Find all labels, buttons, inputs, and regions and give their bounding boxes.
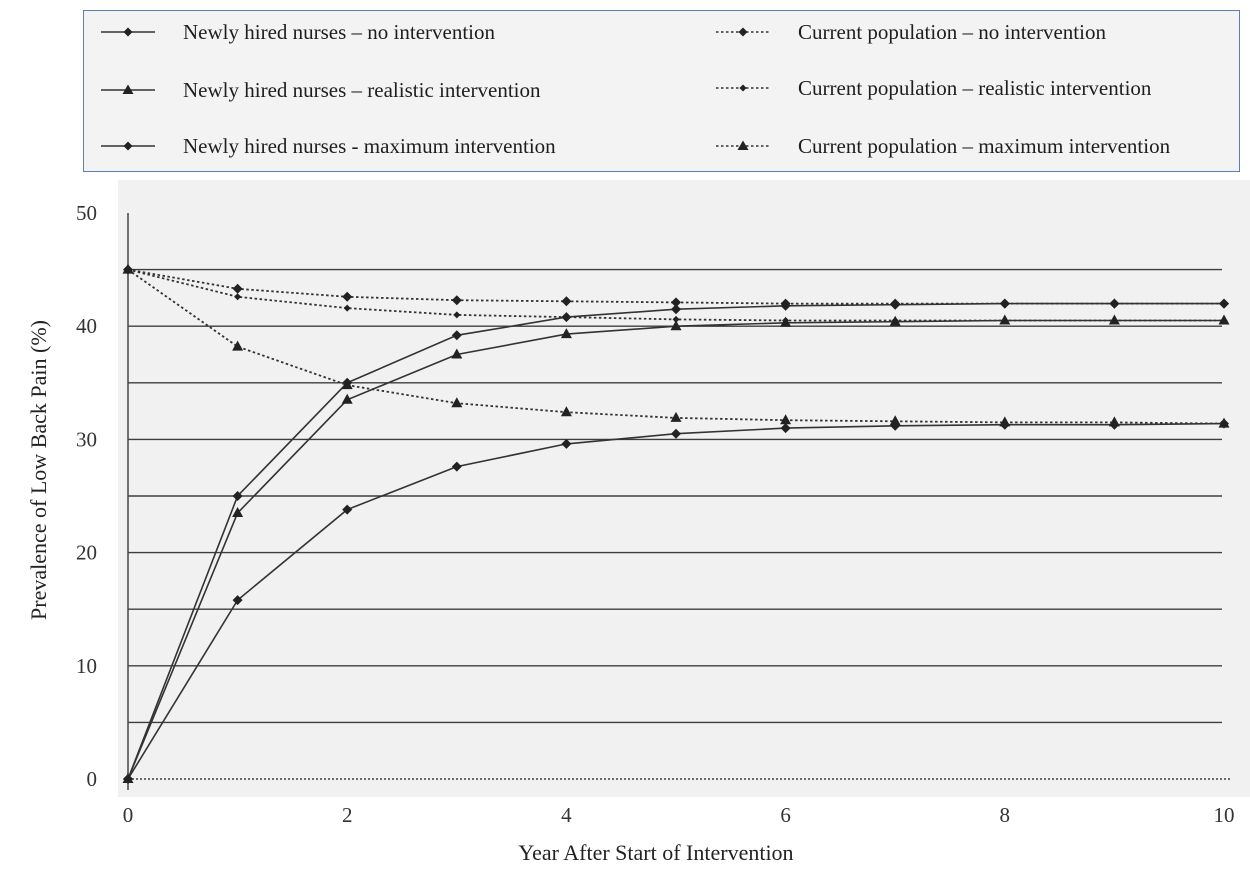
legend-label-1: Newly hired nurses – no intervention <box>183 19 496 44</box>
x-tick-label: 0 <box>123 803 134 827</box>
y-tick-label: 10 <box>76 654 97 678</box>
data-point <box>1110 317 1118 324</box>
legend-swatch-3 <box>101 141 155 151</box>
y-tick-label: 40 <box>76 314 97 338</box>
data-point <box>780 423 791 434</box>
legend-item-3: Newly hired nurses - maximum interventio… <box>99 126 556 166</box>
series-layer <box>122 263 1230 784</box>
data-point <box>780 298 791 309</box>
x-tick-label: 4 <box>561 803 572 827</box>
data-point <box>123 774 133 784</box>
data-point <box>671 297 681 308</box>
legend-label-6: Current population – maximum interventio… <box>798 133 1171 158</box>
data-point <box>560 328 572 339</box>
legend-label-3: Newly hired nurses - maximum interventio… <box>183 133 556 158</box>
data-point <box>451 330 462 341</box>
legend-item-6: Current population – maximum interventio… <box>714 126 1170 166</box>
data-point <box>560 406 572 417</box>
data-point <box>234 293 242 301</box>
data-point <box>891 317 899 324</box>
data-point <box>342 291 353 302</box>
data-point <box>232 507 244 517</box>
legend-label-2: Newly hired nurses – realistic intervent… <box>183 77 541 102</box>
data-point <box>232 491 243 501</box>
x-tick-label: 8 <box>1000 803 1011 827</box>
data-point <box>1218 417 1230 428</box>
x-tick-label: 2 <box>342 803 353 827</box>
legend-swatch-1 <box>101 27 155 37</box>
legend-swatch-2 <box>101 84 155 94</box>
y-tick-label: 50 <box>76 201 97 225</box>
legend-item-5: Current population – realistic intervent… <box>714 68 1151 108</box>
data-point <box>341 379 353 390</box>
legend-swatch-6 <box>716 140 770 150</box>
data-point <box>670 320 682 331</box>
data-point <box>1109 298 1120 309</box>
data-point <box>343 304 351 312</box>
data-point <box>561 296 572 307</box>
legend-item-2: Newly hired nurses – realistic intervent… <box>99 70 540 110</box>
legend: Newly hired nurses – no intervention New… <box>83 10 1240 172</box>
data-point <box>672 315 680 323</box>
data-point <box>451 397 463 408</box>
plot-area <box>118 180 1250 797</box>
data-point <box>670 411 682 422</box>
legend-swatch-5 <box>716 84 770 92</box>
data-point <box>341 393 353 404</box>
data-point <box>1219 298 1229 309</box>
data-point <box>999 416 1011 427</box>
y-tick-label: 30 <box>76 427 97 451</box>
data-point <box>451 348 463 359</box>
legend-item-1: Newly hired nurses – no intervention <box>99 12 495 52</box>
data-point <box>890 298 901 309</box>
x-tick-label: 6 <box>780 803 791 827</box>
legend-item-4: Current population – no intervention <box>714 12 1106 52</box>
data-point <box>671 428 681 439</box>
data-point <box>451 461 462 472</box>
y-axis-title: Prevalence of Low Back Pain (%) <box>26 320 51 620</box>
data-point <box>782 317 790 324</box>
data-point <box>999 298 1010 309</box>
y-tick-label: 0 <box>87 767 98 791</box>
x-tick-label: 10 <box>1214 803 1235 827</box>
legend-swatch-4 <box>716 27 770 37</box>
gridlines <box>128 268 1230 780</box>
legend-label-5: Current population – realistic intervent… <box>798 75 1152 100</box>
data-point <box>342 504 353 515</box>
data-point <box>122 263 134 274</box>
data-point <box>453 311 461 319</box>
data-point <box>1108 416 1120 427</box>
data-point <box>232 340 244 351</box>
data-point <box>780 414 792 425</box>
data-point <box>671 304 681 315</box>
data-point <box>1001 317 1009 324</box>
data-point <box>232 595 243 606</box>
x-axis-ticks: 0 2 4 6 8 10 <box>123 803 1235 827</box>
data-point <box>232 283 243 294</box>
data-point <box>562 313 570 321</box>
y-tick-label: 20 <box>76 541 97 565</box>
data-point <box>1220 317 1228 324</box>
data-point <box>451 295 462 306</box>
x-axis-title: Year After Start of Intervention <box>518 840 793 865</box>
y-axis-ticks: 0 10 20 30 40 50 <box>76 201 97 791</box>
legend-label-4: Current population – no intervention <box>798 19 1106 44</box>
data-point <box>889 415 901 426</box>
data-point <box>561 438 572 449</box>
